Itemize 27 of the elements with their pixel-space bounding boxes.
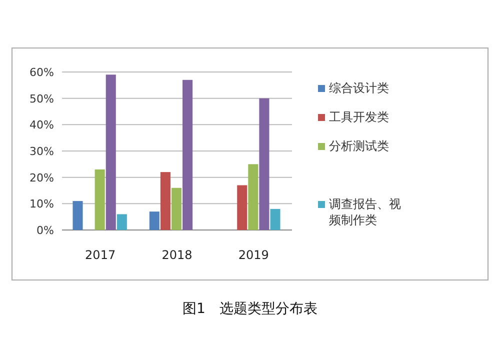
x-tick-label: 2019 [238, 248, 269, 262]
y-tick-label: 40% [30, 118, 54, 132]
bar [270, 208, 280, 230]
y-tick-label: 10% [30, 198, 54, 211]
y-tick-label: 50% [30, 92, 54, 106]
y-tick-label: 30% [30, 145, 54, 158]
bar [160, 172, 170, 230]
y-tick-label: 20% [30, 171, 54, 184]
y-tick-label: 60% [30, 66, 54, 79]
bar [94, 169, 105, 230]
y-tick-label: 0% [36, 224, 54, 237]
x-tick-label: 2018 [162, 248, 192, 262]
legend-label: 分析测试类 [329, 139, 389, 153]
bar [149, 212, 160, 230]
text: 图1 选题类型分布表 [182, 301, 318, 317]
bar [237, 185, 248, 230]
bar [116, 214, 127, 230]
legend-label: 调查报告、视频制作类 [329, 197, 401, 227]
bar [182, 80, 193, 230]
x-tick-label: 2017 [85, 248, 116, 262]
legend-label: 工具开发类 [329, 110, 389, 124]
bar [106, 74, 116, 230]
bar [171, 188, 182, 230]
legend-label: 综合设计类 [329, 81, 389, 95]
bar [259, 98, 270, 230]
bar [72, 201, 83, 230]
bar [248, 164, 258, 230]
